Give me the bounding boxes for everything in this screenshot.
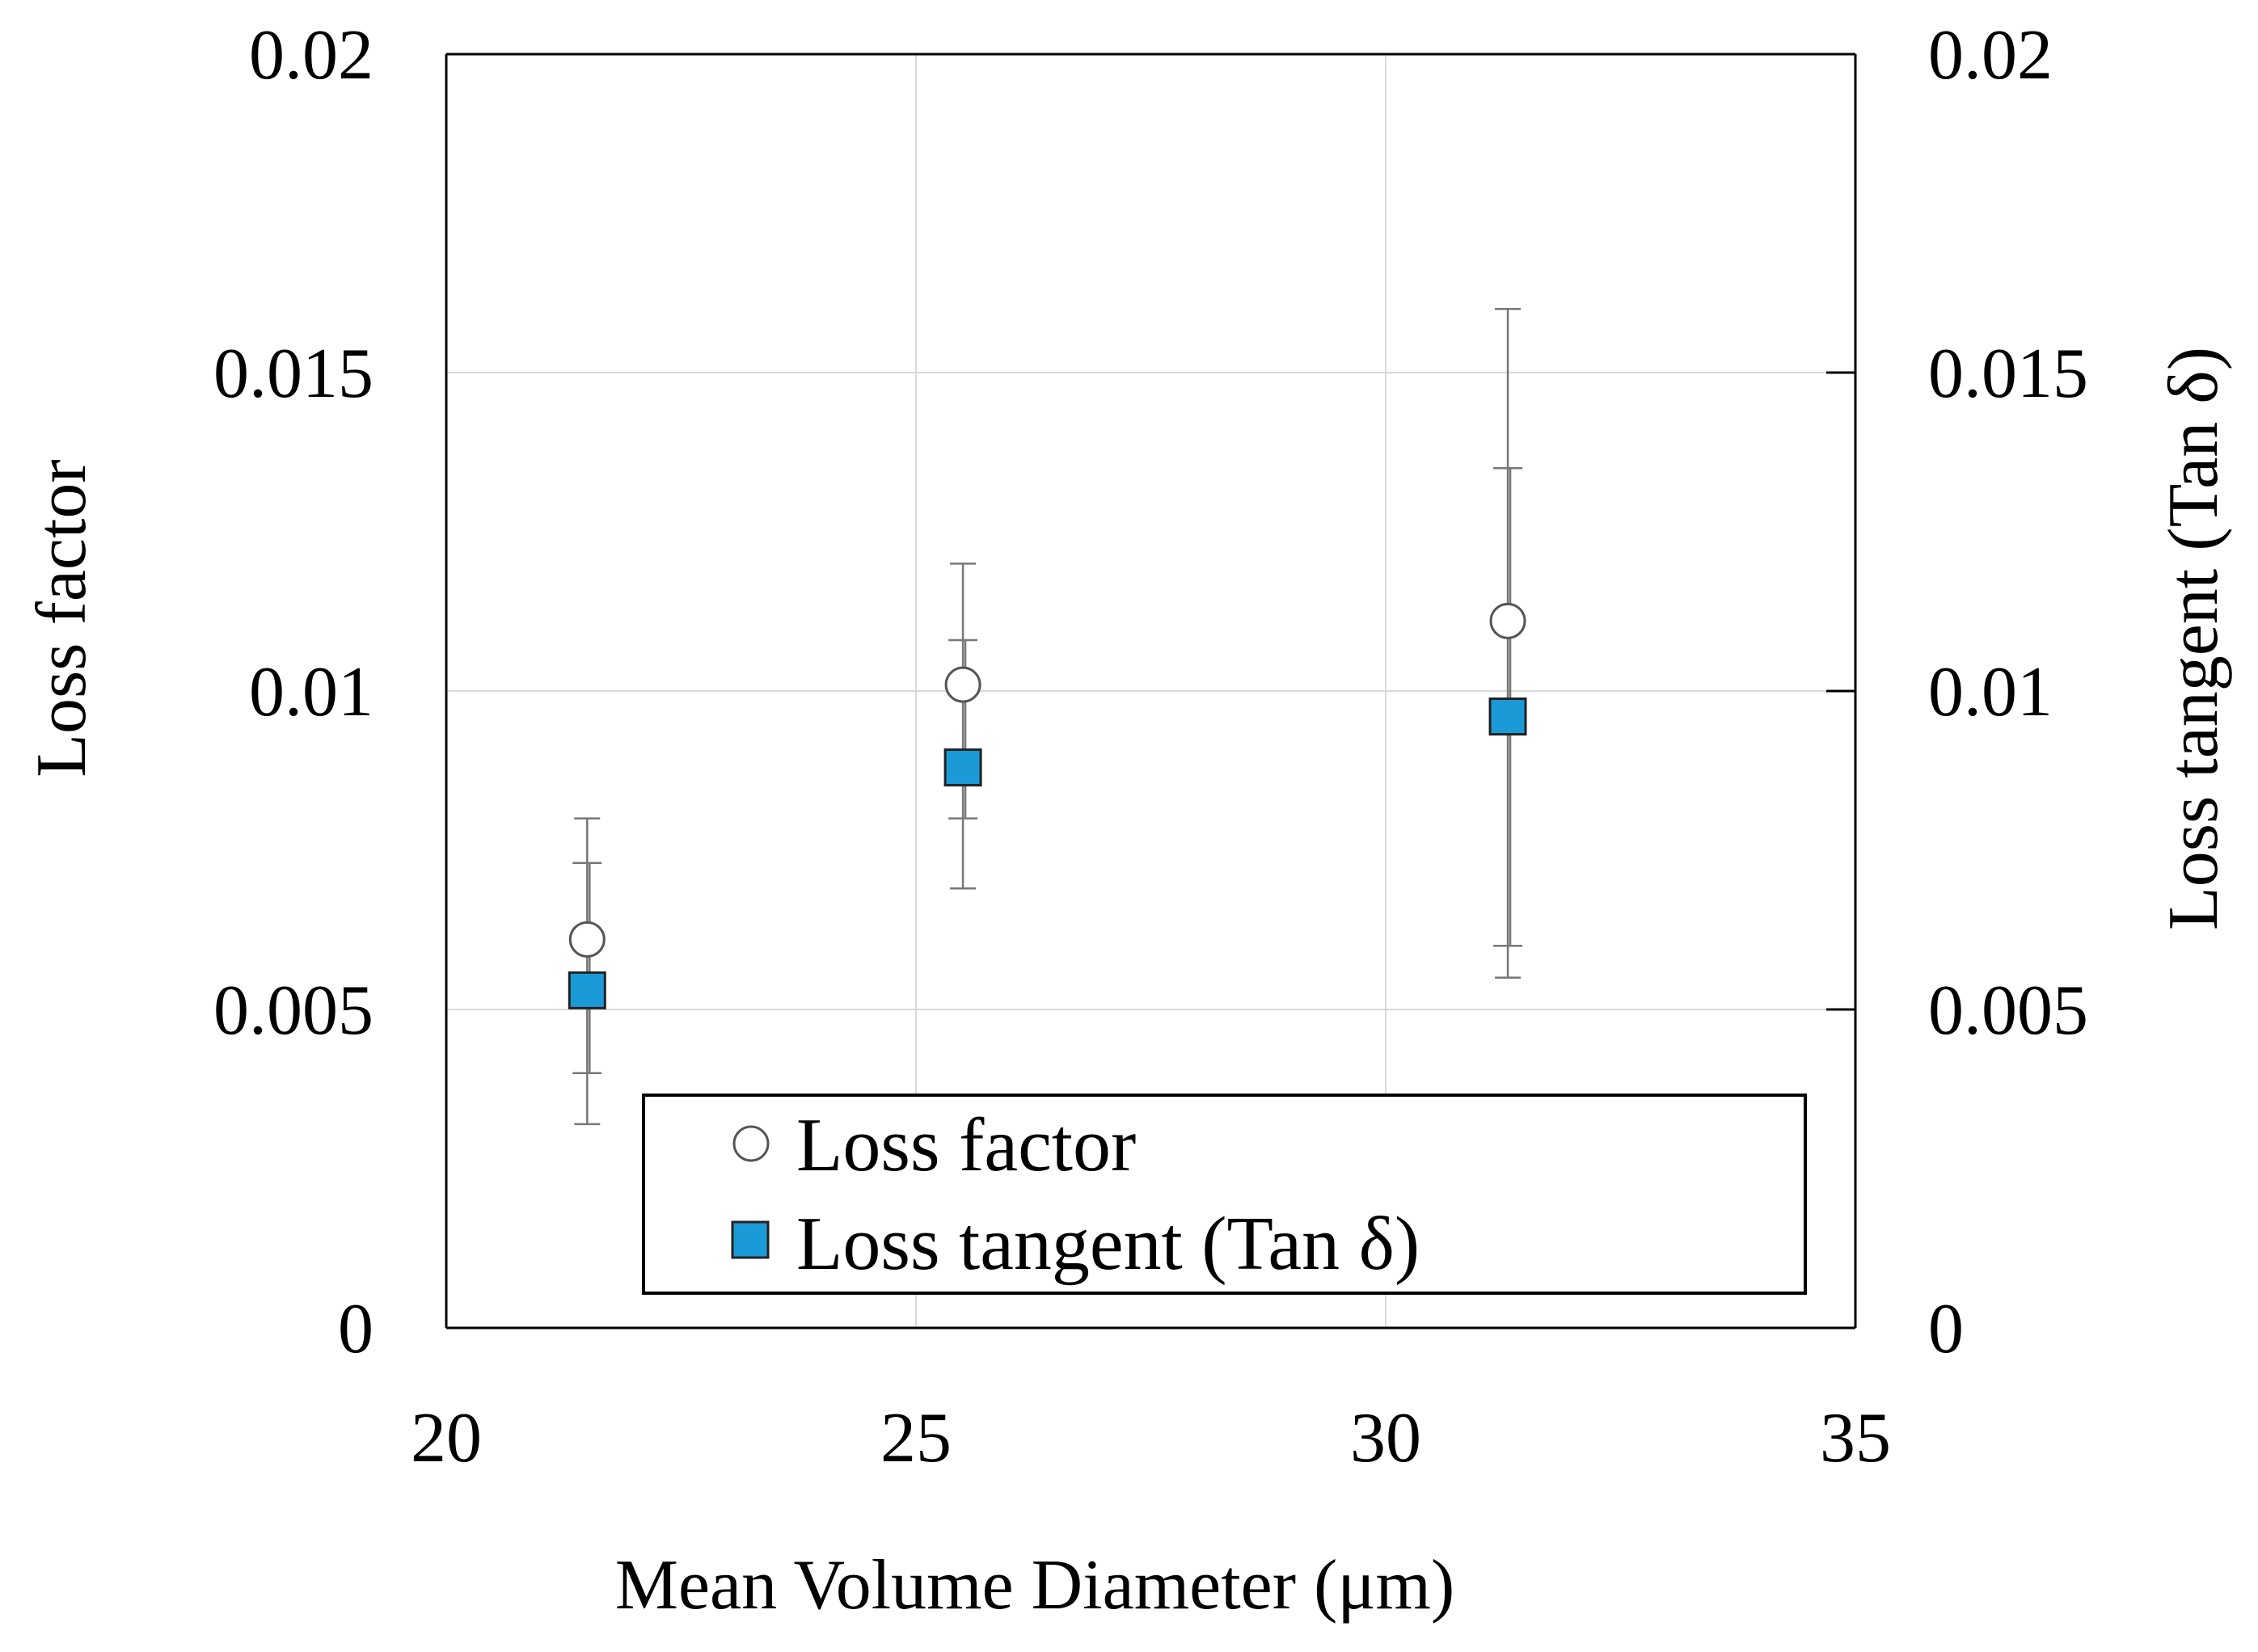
tick-layer: 20 25 30 35 0 0.005 0.01 0.015 0.02 0 0.005 0.01 0.0… [213,16,2088,1477]
y2-tick-label: 0.015 [1928,335,2088,413]
x-tick-label: 30 [1350,1399,1421,1477]
y-axis-title: Loss factor [23,459,101,777]
y2-tick-label: 0.005 [1928,971,2088,1050]
y-tick-label: 0 [338,1290,374,1368]
x-axis-title: Mean Volume Diameter (μm) [615,1546,1455,1625]
legend-loss-factor-label: Loss factor [796,1103,1136,1187]
x-tick-label: 25 [880,1399,952,1477]
legend-loss-factor-marker [732,1125,770,1162]
y-tick-label: 0.005 [213,971,374,1050]
y2-tick-label: 0.01 [1928,653,2053,731]
legend-box [642,1094,1807,1295]
legend-loss-tangent-marker [731,1220,770,1259]
loss-tangent-point [1488,697,1527,736]
y2-axis-title: Loss tangent (Tan δ) [2155,347,2233,930]
y-tick-label: 0.01 [249,653,374,731]
y-tick-label: 0.015 [213,335,374,413]
loss-tangent-point [943,748,982,787]
y-tick-label: 0.02 [249,16,374,95]
legend-loss-tangent-label: Loss tangent (Tan δ) [796,1202,1420,1286]
y2-tick-label: 0.02 [1928,16,2053,95]
y2-tick-label: 0 [1928,1290,1964,1368]
legend: Loss factor Loss tangent (Tan δ) [642,1094,1807,1295]
x-tick-label: 20 [411,1399,482,1477]
point-layer [568,602,1527,1009]
loss-factor-point [944,666,981,703]
loss-factor-point [1489,602,1526,639]
error-bar-layer [572,307,1523,1126]
x-tick-label: 35 [1820,1399,1891,1477]
loss-tangent-point [568,971,606,1009]
loss-factor-point [568,921,606,958]
